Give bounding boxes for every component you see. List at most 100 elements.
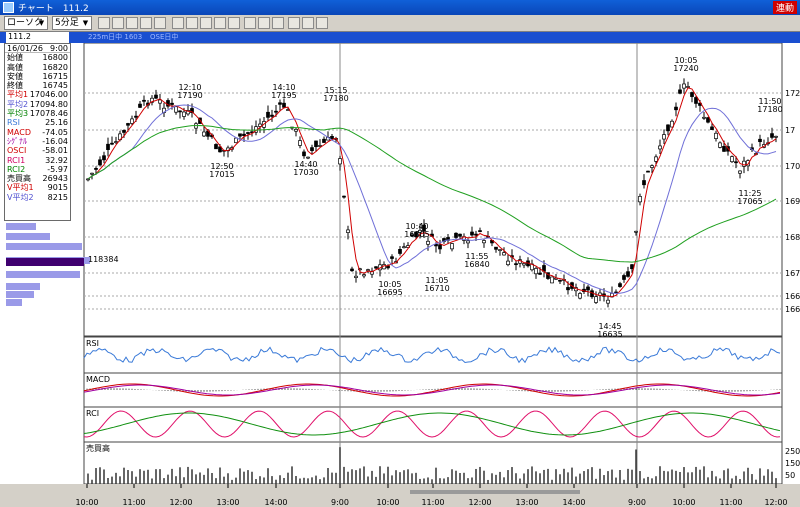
- candle-body: [362, 274, 366, 277]
- compare-icon[interactable]: [140, 17, 152, 29]
- layout-icon[interactable]: [154, 17, 166, 29]
- time-axis-label: 14:00: [562, 498, 585, 507]
- candle-body: [246, 132, 250, 134]
- info-value: 9015: [47, 183, 68, 193]
- info-row: V平均2 8215: [5, 193, 70, 202]
- candle-body: [682, 83, 686, 89]
- chart-settings-icon[interactable]: [98, 17, 110, 29]
- info-label: RCI1: [7, 155, 26, 165]
- time-axis-label: 11:00: [421, 498, 444, 507]
- candle-body: [502, 252, 506, 256]
- volume-axis-label: 150: [785, 459, 800, 468]
- info-label: 売買高: [7, 174, 31, 184]
- candle-body: [434, 244, 438, 247]
- info-value: 26943: [42, 174, 68, 184]
- candle-body: [306, 156, 310, 159]
- info-label: RSI: [7, 118, 20, 128]
- annotation-time: 12:50: [210, 162, 233, 171]
- price-panel: [83, 43, 783, 337]
- annotation-value: 17240: [673, 64, 698, 73]
- grid-icon[interactable]: [214, 17, 226, 29]
- candle-body: [458, 233, 462, 237]
- candle-body: [202, 131, 206, 137]
- candle-body: [474, 233, 478, 236]
- candle-body: [374, 266, 378, 269]
- price-axis-label: 167: [785, 269, 800, 278]
- candle-body: [130, 118, 134, 124]
- candle-body: [218, 146, 222, 153]
- info-label: RCI2: [7, 164, 26, 174]
- time-axis-label: 9:00: [331, 498, 349, 507]
- candle-body: [346, 229, 350, 233]
- candle-body: [426, 240, 430, 245]
- candle-body: [438, 244, 442, 250]
- close-drawing-icon[interactable]: [316, 17, 328, 29]
- cursor-icon[interactable]: [258, 17, 270, 29]
- print-icon[interactable]: [302, 17, 314, 29]
- chart-type-select[interactable]: ローソク ▼: [4, 16, 48, 30]
- volume-icon[interactable]: [126, 17, 138, 29]
- annotation-time: 11:25: [738, 189, 761, 198]
- volume-profile-bar: [6, 271, 80, 278]
- rci2-line: [83, 412, 781, 436]
- candle-body: [678, 89, 682, 94]
- candle-body: [142, 99, 146, 102]
- info-label: V平均2: [7, 192, 34, 202]
- annotation-time: 14:10: [272, 83, 295, 92]
- info-value: 16800: [42, 53, 68, 63]
- info-value: 17094.80: [29, 99, 68, 109]
- candle-body: [450, 243, 454, 250]
- indicator-icon[interactable]: [112, 17, 124, 29]
- zoom-icon[interactable]: [288, 17, 300, 29]
- pen-icon[interactable]: [244, 17, 256, 29]
- annotation-time: 10:05: [378, 280, 401, 289]
- candle-body: [190, 108, 194, 113]
- annotation-value: 16635: [597, 330, 622, 339]
- candle-body: [414, 231, 418, 238]
- candle-body: [266, 111, 270, 118]
- candle-body: [506, 260, 510, 266]
- interval-select[interactable]: 5分足 ▼: [52, 16, 92, 30]
- trend-line-icon[interactable]: [172, 17, 184, 29]
- volume-axis-label: 250: [785, 447, 800, 456]
- annotation-time: 11:50: [758, 97, 781, 106]
- scroll-thumb[interactable]: [410, 490, 580, 494]
- channel-icon[interactable]: [200, 17, 212, 29]
- annotation-value: 17190: [177, 91, 202, 100]
- annotation-time: 11:05: [425, 276, 448, 285]
- annotation-value: 17030: [293, 168, 318, 177]
- candle-body: [618, 283, 622, 287]
- chart-canvas[interactable]: RSIMACDRCI売買高1721717016916816716616610:0…: [0, 43, 800, 507]
- candle-body: [418, 229, 422, 233]
- candle-body: [454, 232, 458, 238]
- candle-body: [238, 133, 242, 137]
- annotation-time: 12:10: [178, 83, 201, 92]
- annotation-value: 17180: [323, 94, 348, 103]
- fibonacci-icon[interactable]: [186, 17, 198, 29]
- candle-body: [114, 141, 118, 143]
- ma2-line: [87, 104, 777, 294]
- code-input[interactable]: 111.2: [6, 32, 69, 43]
- info-value: -74.05: [42, 127, 68, 137]
- instrument-label: 225m日中 1603: [88, 33, 143, 41]
- time-axis-label: 11:00: [122, 498, 145, 507]
- chevron-down-icon: ▼: [38, 19, 45, 27]
- price-axis-label: 17: [785, 126, 795, 135]
- candle-body: [534, 268, 538, 275]
- eraser-icon[interactable]: [272, 17, 284, 29]
- live-link-badge[interactable]: 連動: [772, 1, 797, 14]
- candle-body: [622, 275, 626, 280]
- candle-body: [734, 161, 738, 164]
- info-label: 平均1: [7, 90, 29, 100]
- cross-icon[interactable]: [228, 17, 240, 29]
- candle-body: [666, 124, 670, 132]
- time-axis-label: 12:00: [468, 498, 491, 507]
- info-value: 25.16: [45, 118, 68, 128]
- info-value: 16745: [42, 81, 68, 91]
- info-value: -58.01: [42, 146, 68, 156]
- info-label: 16/01/26: [7, 44, 43, 53]
- candle-body: [746, 160, 750, 167]
- candle-body: [270, 114, 274, 117]
- candle-body: [662, 134, 666, 140]
- candle-body: [330, 136, 334, 140]
